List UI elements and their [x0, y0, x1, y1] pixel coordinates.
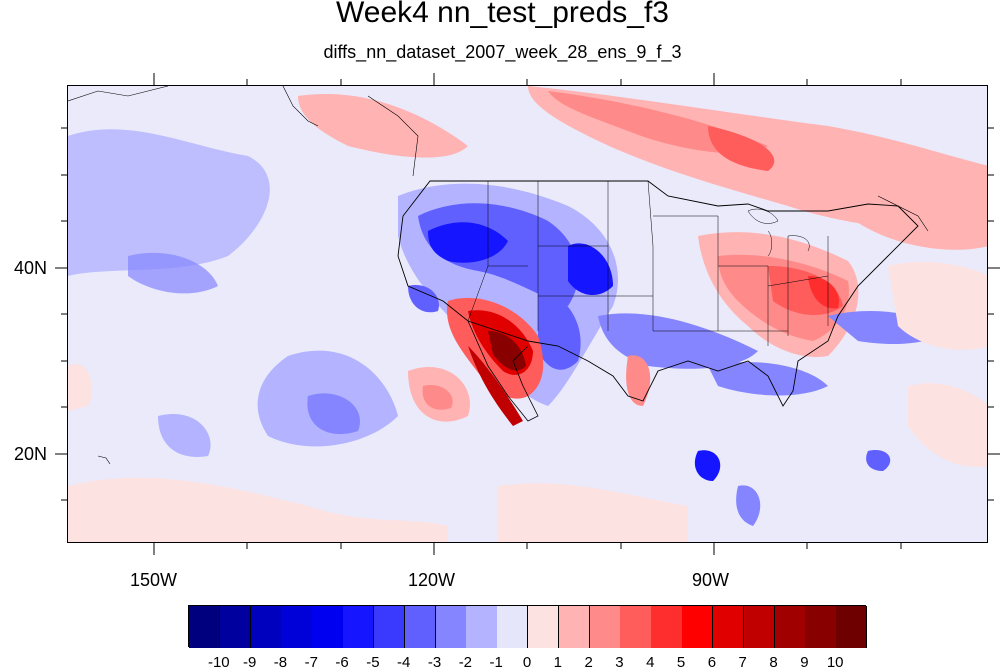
- colorbar-tick-label: -9: [242, 654, 257, 671]
- colorbar-tick-label: -8: [273, 654, 288, 671]
- map-field: [68, 86, 987, 542]
- colorbar-box: [682, 606, 714, 648]
- colorbar-box: [281, 606, 313, 648]
- colorbar-box: [497, 606, 529, 648]
- colorbar-box: [250, 606, 282, 648]
- colorbar-box: [651, 606, 683, 648]
- colorbar-tick-label: 4: [646, 654, 655, 671]
- colorbar-box: [836, 606, 868, 648]
- colorbar-box: [343, 606, 375, 648]
- colorbar: [188, 605, 868, 648]
- colorbar-tick-label: 10: [826, 654, 844, 671]
- colorbar-tick-label: -6: [335, 654, 349, 671]
- colorbar-tick-label: 6: [707, 654, 717, 671]
- colorbar-tick-label: 9: [800, 654, 809, 671]
- colorbar-box: [712, 606, 745, 648]
- colorbar-tick-label: 2: [584, 654, 593, 671]
- colorbar-tick-label: 8: [769, 654, 778, 671]
- colorbar-tick-label: 7: [738, 654, 747, 671]
- colorbar-box: [404, 606, 437, 648]
- colorbar-box: [589, 606, 621, 648]
- colorbar-tick-label: -1: [489, 654, 503, 671]
- colorbar-box: [312, 606, 344, 648]
- colorbar-box: [743, 606, 776, 648]
- colorbar-tick-label: -5: [366, 654, 380, 671]
- lon-label-90w: 90W: [692, 570, 730, 590]
- colorbar-box: [373, 606, 406, 648]
- lon-label-120w: 120W: [408, 570, 456, 590]
- colorbar-box: [805, 606, 837, 648]
- lat-label-20n: 20N: [14, 444, 48, 464]
- colorbar-tick-label: -2: [458, 654, 473, 671]
- colorbar-box: [466, 606, 498, 648]
- colorbar-box: [435, 606, 467, 648]
- map-panel: [67, 85, 988, 543]
- colorbar-tick-label: -3: [427, 654, 442, 671]
- lon-label-150w: 150W: [130, 570, 178, 590]
- lat-label-40n: 40N: [14, 258, 48, 278]
- colorbar-tick-label: 3: [615, 654, 624, 671]
- colorbar-tick-label: 0: [522, 654, 532, 671]
- colorbar-tick-label: -10: [207, 654, 230, 671]
- colorbar-tick-label: -4: [397, 654, 411, 671]
- colorbar-tick-label: 1: [553, 654, 562, 671]
- colorbar-box: [620, 606, 652, 648]
- map-subtitle: diffs_nn_dataset_2007_week_28_ens_9_f_3: [323, 42, 682, 62]
- colorbar-box: [528, 606, 560, 648]
- colorbar-box: [774, 606, 806, 648]
- map-title: Week4 nn_test_preds_f3: [335, 0, 669, 29]
- colorbar-tick-label: 5: [676, 654, 686, 671]
- colorbar-box: [219, 606, 252, 648]
- colorbar-tick-label: -7: [304, 654, 318, 671]
- colorbar-box: [189, 606, 221, 648]
- colorbar-box: [558, 606, 591, 648]
